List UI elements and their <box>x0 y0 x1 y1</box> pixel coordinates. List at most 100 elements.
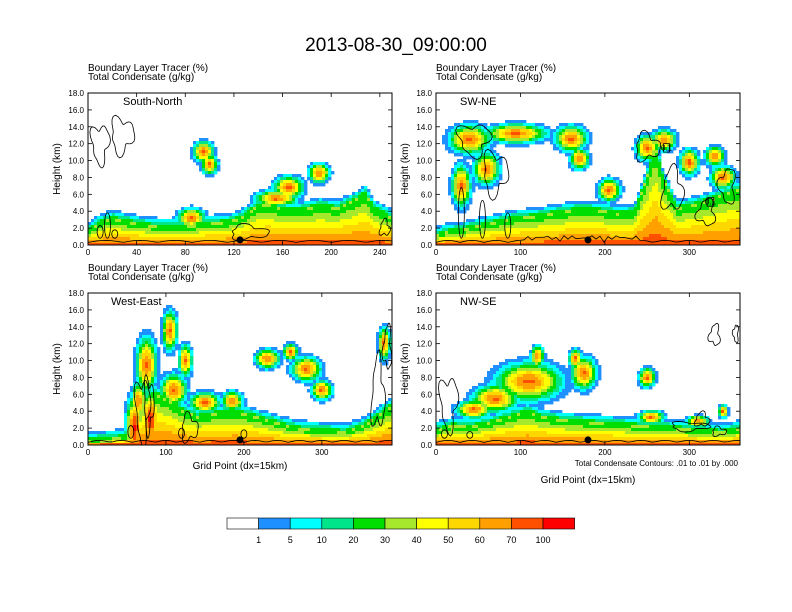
field-cell <box>448 189 452 193</box>
field-cell <box>376 341 380 345</box>
field-cell <box>451 407 455 411</box>
field-cell <box>643 386 650 390</box>
field-cell <box>529 356 533 360</box>
field-cell <box>598 210 608 214</box>
field-cell <box>586 359 593 363</box>
field-cell <box>322 365 326 369</box>
field-cell <box>640 374 644 378</box>
field-cell <box>445 422 452 426</box>
field-cell <box>124 440 131 444</box>
field-cell <box>241 210 245 214</box>
field-cell <box>280 434 311 438</box>
field-cell <box>664 413 668 417</box>
field-cell <box>469 186 473 190</box>
figure-title: 2013-08-30_09:00:00 <box>305 35 487 56</box>
field-cell <box>466 234 491 238</box>
field-cell <box>529 350 533 354</box>
field-cell <box>463 189 467 193</box>
panel-title-line1: Boundary Layer Tracer (%) <box>436 263 556 274</box>
field-cell <box>178 213 182 217</box>
field-cell <box>289 344 293 348</box>
field-cell <box>250 210 254 214</box>
field-cell <box>127 225 149 229</box>
field-cell <box>526 404 530 408</box>
field-cell <box>475 398 479 402</box>
field-cell <box>613 180 617 184</box>
field-cell <box>379 341 383 345</box>
x-tick-label: 0 <box>434 448 439 457</box>
field-cell <box>685 219 728 223</box>
field-cell <box>385 353 389 357</box>
field-cell <box>643 371 647 375</box>
field-cell <box>496 428 566 432</box>
field-cell <box>493 171 497 175</box>
field-cell <box>265 225 272 229</box>
field-cell <box>388 356 392 360</box>
field-cell <box>163 341 167 345</box>
panel-title-line2: Total Condensate (g/kg) <box>88 272 194 283</box>
field-cell <box>292 374 296 378</box>
field-cell <box>568 156 572 160</box>
field-cell <box>133 368 137 372</box>
field-cell <box>184 219 188 223</box>
field-cell <box>166 332 173 336</box>
field-cell <box>469 174 476 178</box>
field-cell <box>145 350 149 354</box>
field-cell <box>388 353 392 357</box>
field-cell <box>229 407 236 411</box>
field-cell <box>454 225 467 229</box>
field-cell <box>88 240 248 244</box>
field-cell <box>613 434 689 438</box>
field-cell <box>235 392 239 396</box>
field-cell <box>139 425 143 429</box>
field-cell <box>556 126 560 130</box>
field-cell <box>217 404 221 408</box>
field-cell <box>328 171 332 175</box>
field-cell <box>718 156 722 160</box>
field-cell <box>358 195 368 199</box>
field-cell <box>589 371 593 375</box>
field-cell <box>556 383 563 387</box>
field-cell <box>172 341 176 345</box>
field-cell <box>190 374 194 378</box>
field-cell <box>301 183 305 187</box>
y-tick-label: 10.0 <box>68 357 84 366</box>
y-tick-label: 2.0 <box>421 224 433 233</box>
field-cell <box>487 410 500 414</box>
field-cell <box>313 359 317 363</box>
field-cell <box>637 198 644 202</box>
field-cell <box>718 147 722 151</box>
field-cell <box>208 150 212 154</box>
field-cell <box>487 126 494 130</box>
field-cell <box>385 401 389 405</box>
field-cell <box>607 210 638 214</box>
x-axis-label: Grid Point (dx=15km) <box>193 461 288 472</box>
field-cell <box>310 204 335 208</box>
field-cell <box>634 228 644 232</box>
field-cell <box>538 362 542 366</box>
field-cell <box>442 138 449 142</box>
field-cell <box>646 168 650 172</box>
field-cell <box>583 159 587 163</box>
field-cell <box>640 138 644 142</box>
field-cell <box>577 359 581 363</box>
field-cell <box>559 150 563 154</box>
field-cell <box>589 156 593 160</box>
field-cell <box>535 380 542 384</box>
field-cell <box>289 368 293 372</box>
field-cell <box>184 428 269 432</box>
field-cell <box>247 419 266 423</box>
field-cell <box>547 389 554 393</box>
field-cell <box>268 428 287 432</box>
field-cell <box>436 440 518 444</box>
field-cell <box>694 201 704 205</box>
field-cell <box>478 138 482 142</box>
field-cell <box>199 219 203 223</box>
field-cell <box>253 425 275 429</box>
field-cell <box>286 204 302 208</box>
field-cell <box>148 413 155 417</box>
field-cell <box>598 374 602 378</box>
field-cell <box>136 437 275 441</box>
field-cell <box>478 392 482 396</box>
field-cell <box>166 386 170 390</box>
